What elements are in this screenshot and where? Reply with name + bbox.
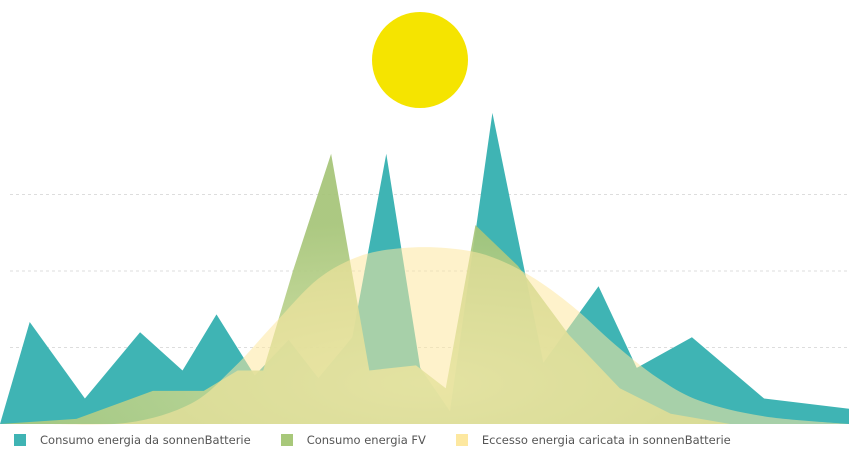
legend-label-pv: Consumo energia FV [306, 433, 426, 447]
legend-swatch-excess [455, 434, 468, 446]
legend-item-battery: Consumo energia da sonnenBatterie [14, 433, 251, 447]
legend-swatch-pv [280, 434, 293, 446]
series-area-excess [42, 247, 849, 425]
chart-legend: Consumo energia da sonnenBatterie Consum… [14, 432, 761, 448]
energy-area-chart [0, 12, 849, 425]
legend-label-excess: Eccesso energia caricata in sonnenBatter… [481, 433, 731, 447]
legend-item-pv: Consumo energia FV [280, 433, 426, 447]
legend-item-excess: Eccesso energia caricata in sonnenBatter… [455, 433, 731, 447]
series-area-battery [0, 112, 849, 425]
series-layer [0, 112, 849, 425]
legend-swatch-battery [14, 434, 26, 446]
legend-label-battery: Consumo energia da sonnenBatterie [40, 433, 251, 447]
sun-icon [372, 12, 468, 108]
